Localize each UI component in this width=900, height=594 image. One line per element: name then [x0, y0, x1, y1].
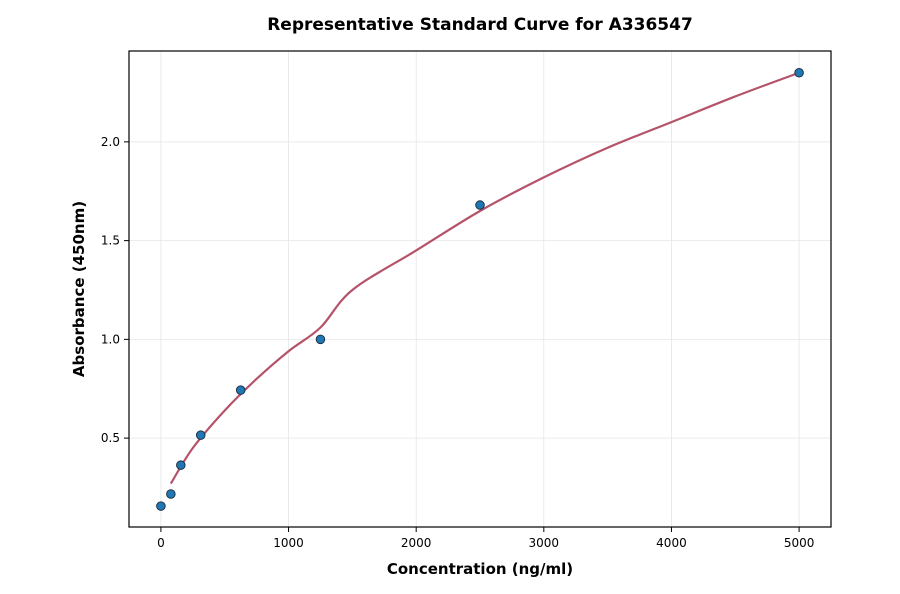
x-tick-label: 2000 [401, 536, 432, 550]
x-tick-label: 1000 [273, 536, 304, 550]
x-tick-label: 0 [157, 536, 165, 550]
plot-area [128, 50, 832, 528]
data-point [315, 334, 326, 345]
data-point [156, 501, 166, 511]
y-tick-label: 1.0 [101, 332, 120, 346]
data-point [235, 385, 246, 395]
y-tick-label: 2.0 [101, 135, 120, 149]
data-point [475, 200, 485, 210]
grid [129, 51, 831, 527]
x-axis-label: Concentration (ng/ml) [387, 560, 573, 578]
x-tick-label: 3000 [529, 536, 560, 550]
y-tick-label: 0.5 [101, 431, 120, 445]
fit-curve [169, 71, 800, 485]
data-point [195, 430, 206, 440]
data-point [166, 489, 176, 499]
chart-title: Representative Standard Curve for A33654… [267, 15, 693, 35]
data-point [176, 460, 186, 470]
y-axis-label: Absorbance (450nm) [70, 201, 88, 377]
x-tick-label: 5000 [784, 536, 815, 550]
data-points [156, 67, 804, 511]
y-axis: 0.5 1.0 1.5 2.0 [101, 135, 129, 445]
x-tick-label: 4000 [656, 536, 687, 550]
y-tick-label: 1.5 [101, 234, 120, 248]
x-axis: 0 1000 2000 3000 4000 5000 [157, 527, 814, 550]
data-point [794, 67, 804, 78]
